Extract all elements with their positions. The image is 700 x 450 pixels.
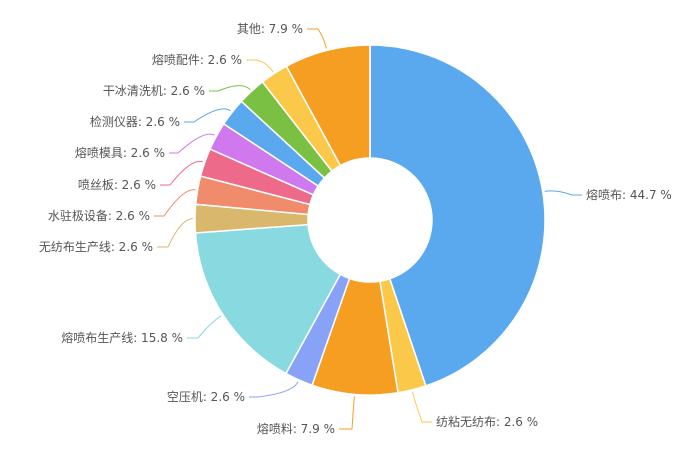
pie-slice-4[interactable] — [194, 223, 342, 375]
slice-label-5: 无纺布生产线: 2.6 % — [39, 240, 153, 254]
label-line-0 — [544, 190, 582, 196]
slice-label-8: 熔喷模具: 2.6 % — [75, 145, 165, 160]
slice-label-11: 熔喷配件: 2.6 % — [152, 52, 242, 67]
slice-label-6: 水驻极设备: 2.6 % — [48, 208, 150, 223]
slice-label-9: 检测仪器: 2.6 % — [90, 114, 180, 129]
slice-label-0: 熔喷布: 44.7 % — [586, 187, 672, 202]
label-line-2 — [339, 396, 355, 430]
slice-label-2: 熔喷料: 7.9 % — [257, 421, 335, 436]
label-line-6 — [154, 189, 196, 217]
slice-label-4: 熔喷布生产线: 15.8 % — [61, 330, 183, 345]
label-line-8 — [169, 133, 215, 154]
label-line-4 — [187, 315, 222, 339]
slice-label-7: 喷丝板: 2.6 % — [78, 178, 156, 192]
label-lines-layer — [154, 28, 582, 430]
label-line-5 — [157, 218, 194, 248]
label-line-9 — [184, 108, 231, 123]
label-line-7 — [160, 160, 204, 186]
label-line-3 — [249, 381, 299, 398]
slice-label-1: 纺粘无纺布: 2.6 % — [436, 414, 538, 429]
slices-layer — [194, 44, 546, 396]
slice-label-10: 干冰清洗机: 2.6 % — [103, 84, 205, 98]
slice-label-12: 其他: 7.9 % — [237, 22, 303, 36]
labels-layer: 熔喷布: 44.7 % 纺粘无纺布: 2.6 % 熔喷料: 7.9 % 空压机: 2.… — [39, 22, 672, 436]
pie-slice-0[interactable] — [369, 44, 546, 387]
label-line-12 — [307, 28, 327, 49]
label-line-11 — [246, 59, 274, 73]
slice-label-3: 空压机: 2.6 % — [167, 390, 245, 404]
label-line-1 — [412, 391, 432, 423]
label-line-10 — [209, 85, 251, 92]
pie-slice-12[interactable] — [285, 44, 371, 167]
